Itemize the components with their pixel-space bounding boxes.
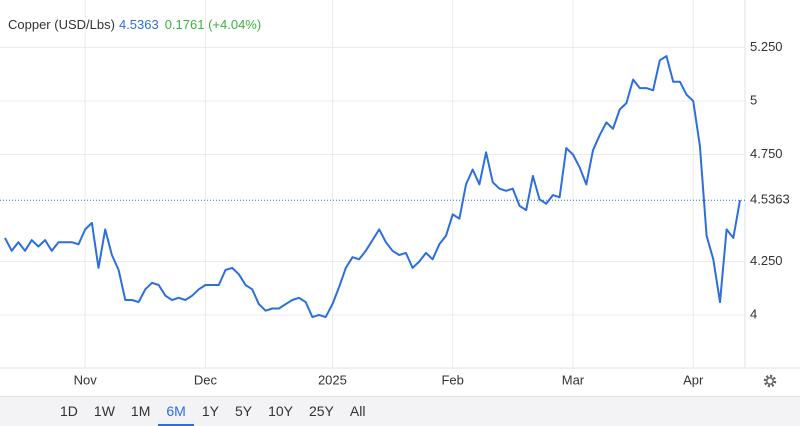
x-tick-label: Nov	[74, 372, 98, 387]
range-button[interactable]: 5Y	[234, 403, 253, 419]
x-tick-label: Mar	[562, 372, 585, 387]
range-button[interactable]: 1Y	[201, 403, 219, 419]
range-button[interactable]: 1D	[60, 403, 78, 419]
last-price-box	[746, 190, 798, 211]
range-button[interactable]: 1M	[130, 403, 151, 419]
range-button[interactable]: 25Y	[308, 403, 334, 419]
last-price: 4.5363	[118, 17, 159, 32]
chart: 4 4.250 4.750 5 5.250 Nov Dec 2025 Feb Mar Apr 4.53…	[0, 0, 800, 388]
range-button[interactable]: 10Y	[268, 403, 293, 419]
x-tick-label: Dec	[194, 372, 218, 387]
y-tick-label: 5	[750, 92, 757, 107]
header: Copper (USD/Lbs) 4.5363 0.1761 (+4.04%)	[8, 17, 261, 32]
gear-body	[766, 377, 774, 385]
y-tick-label: 4.750	[750, 146, 783, 161]
x-tick-label: Feb	[441, 372, 463, 387]
price-change: 0.1761 (+4.04%)	[164, 17, 262, 32]
y-tick-label: 4.250	[750, 253, 783, 268]
range-bar: 1D 1W 1M 6M 1Y 5Y 10Y 25Y All	[0, 396, 800, 426]
y-tick-label: 4	[750, 306, 757, 321]
instrument-title: Copper (USD/Lbs)	[8, 17, 115, 32]
price-line	[4, 55, 741, 319]
range-button[interactable]: 6M	[158, 397, 194, 426]
gear-teeth	[763, 374, 777, 388]
range-button[interactable]: 1W	[93, 403, 115, 419]
x-tick-label: Apr	[683, 372, 704, 387]
last-price-label: 4.5363	[750, 192, 790, 207]
y-tick-label: 5.250	[750, 39, 783, 54]
x-tick-label: 2025	[318, 372, 347, 387]
settings-icon[interactable]	[763, 374, 777, 388]
range-button[interactable]: All	[349, 403, 366, 419]
